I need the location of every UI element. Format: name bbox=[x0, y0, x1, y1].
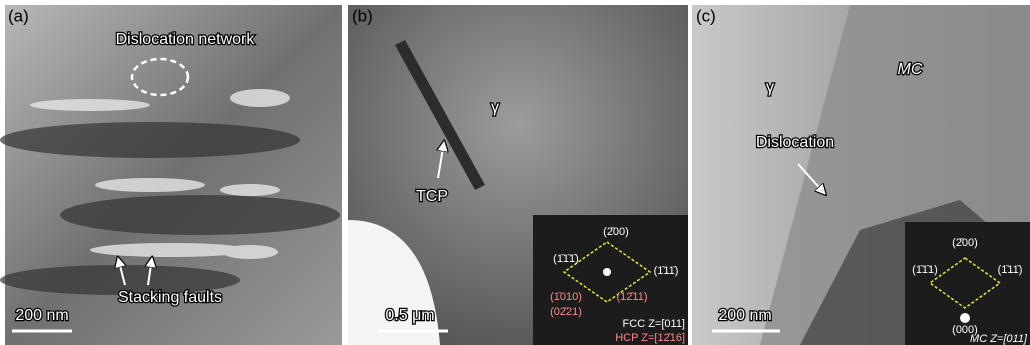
scale-bar-label: 0.5 μm bbox=[385, 307, 434, 324]
diffraction-label: (1̄1̄1̄) bbox=[553, 253, 579, 265]
annotation: TCP bbox=[416, 188, 448, 205]
diffraction-label: (2̄00) bbox=[603, 226, 629, 238]
zone-axis: MC Z=[011] bbox=[970, 333, 1028, 345]
diffraction-label: (2̄00) bbox=[952, 237, 978, 249]
panel-label: (a) bbox=[8, 6, 29, 25]
scale-bar-label: 200 nm bbox=[718, 307, 771, 324]
panel-c: (c) γ MC Dislocation 200 nm (2̄00) (1̄1̄… bbox=[692, 5, 1030, 345]
annotation: Dislocation network bbox=[116, 31, 256, 48]
phase-label: γ bbox=[766, 79, 774, 96]
zone-axis: FCC Z=[011] bbox=[623, 318, 685, 330]
annotation: Dislocation bbox=[756, 134, 834, 151]
spot bbox=[603, 268, 611, 276]
figure: (a) Dislocation network Stacking faults … bbox=[0, 0, 1030, 345]
diffraction-label: (02̄21) bbox=[550, 306, 582, 318]
phase-label: γ bbox=[491, 99, 499, 116]
diffraction-label: (12̄11) bbox=[617, 291, 648, 303]
diffraction-label: (1̄010) bbox=[550, 291, 582, 303]
phase-label: MC bbox=[898, 61, 923, 78]
annotation: Stacking faults bbox=[118, 289, 222, 306]
panel-label: (c) bbox=[696, 6, 716, 25]
diffraction-label: (1̄11̄) bbox=[654, 265, 679, 277]
scale-bar-label: 200 nm bbox=[15, 307, 68, 324]
spot bbox=[960, 313, 970, 323]
panel-b: (b) γ TCP 0.5 μm (2̄00) (1̄1̄1̄) (1̄11̄)… bbox=[348, 5, 688, 345]
diffraction-label: (1̄1̄1) bbox=[912, 264, 938, 276]
panel-a: (a) Dislocation network Stacking faults … bbox=[0, 5, 342, 345]
zone-axis: HCP Z=[12̄16] bbox=[615, 332, 685, 344]
diffraction-label: (1̄11̄) bbox=[998, 264, 1023, 276]
panel-label: (b) bbox=[352, 6, 373, 25]
